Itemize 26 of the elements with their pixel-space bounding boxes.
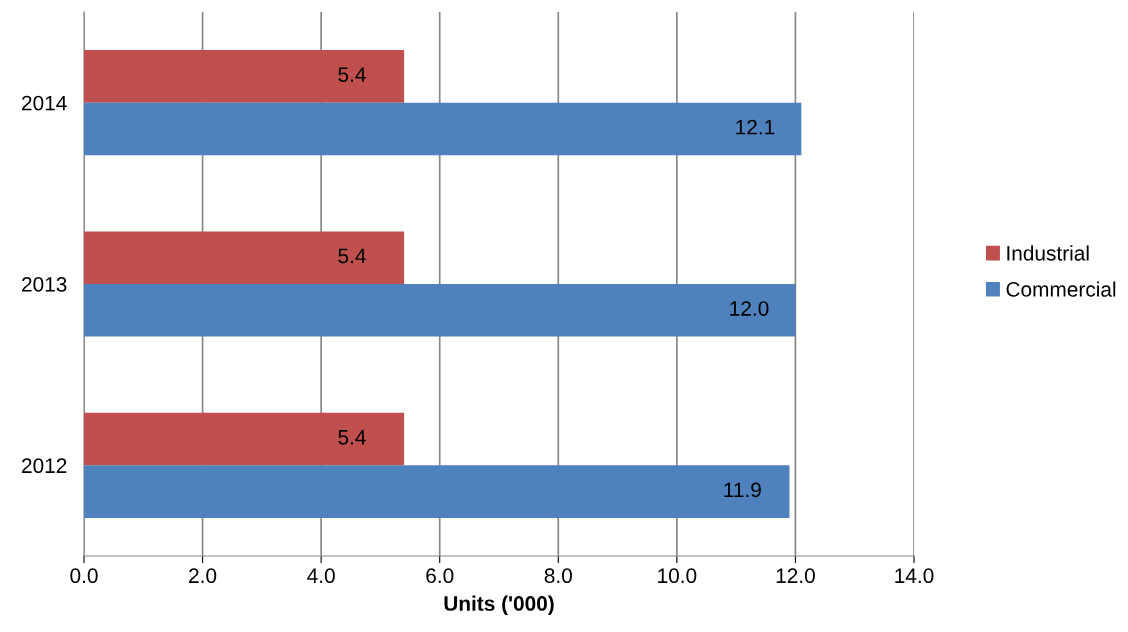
bar <box>84 231 405 284</box>
data-label: 5.4 <box>338 430 366 445</box>
x-tick-label: 12.0 <box>776 568 815 584</box>
x-tick-label: 10.0 <box>658 568 697 584</box>
x-tick-label: 0.0 <box>70 568 98 584</box>
x-tick-label: 4.0 <box>307 568 335 584</box>
bar <box>84 465 790 518</box>
bar <box>84 284 796 337</box>
data-label: 5.4 <box>338 248 366 264</box>
bar <box>84 412 405 466</box>
legend-label: Industrial <box>1007 245 1089 261</box>
bar <box>84 102 802 156</box>
data-label: 5.4 <box>338 67 366 82</box>
bar <box>84 50 405 103</box>
x-tick-label: 2.0 <box>189 568 217 584</box>
x-axis-title: Units ('000) <box>444 595 554 615</box>
y-tick-label: 2014 <box>22 95 67 111</box>
data-label: 12.1 <box>736 119 775 135</box>
y-tick-label: 2013 <box>22 277 67 292</box>
x-tick-label: 14.0 <box>895 568 934 584</box>
y-tick-label: 2012 <box>22 458 67 474</box>
x-tick-label: 8.0 <box>544 568 572 584</box>
legend-label: Commercial <box>1006 281 1116 297</box>
x-tick-label: 6.0 <box>426 568 454 584</box>
data-label: 12.0 <box>730 301 769 316</box>
data-label: 11.9 <box>724 482 761 498</box>
